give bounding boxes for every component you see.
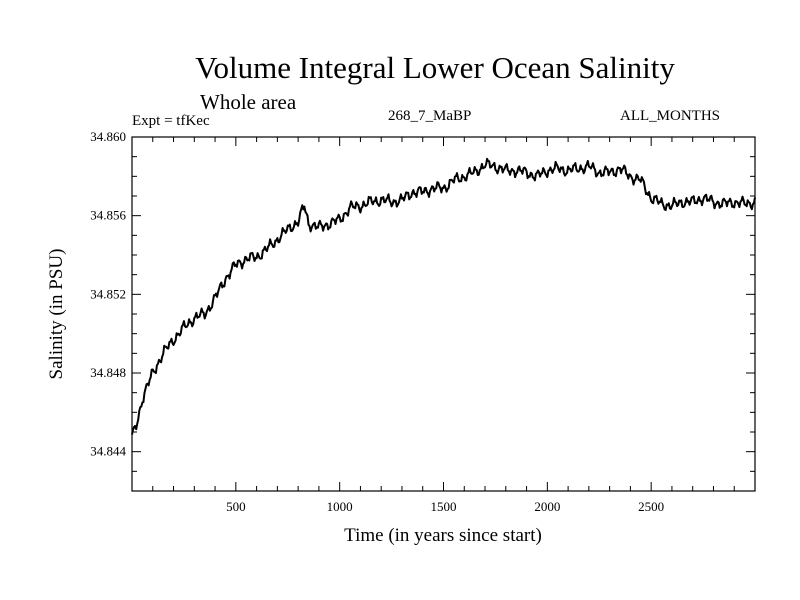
chart-title: Volume Integral Lower Ocean Salinity [195, 50, 675, 85]
x-tick-label: 2500 [638, 499, 664, 514]
period-label: 268_7_MaBP [388, 108, 472, 124]
y-tick-label: 34.852 [90, 286, 126, 301]
series-line [131, 157, 756, 435]
x-axis-ticks: 500 1000 1500 2000 2500 [152, 137, 735, 514]
y-axis-label: Salinity (in PSU) [46, 249, 67, 380]
x-tick-label: 1500 [431, 499, 457, 514]
experiment-label: Expt = tfKec [132, 113, 210, 129]
x-tick-label: 2000 [534, 499, 560, 514]
y-tick-label: 34.860 [90, 129, 126, 144]
months-label: ALL_MONTHS [620, 108, 720, 124]
x-tick-label: 1000 [327, 499, 353, 514]
x-axis-label: Time (in years since start) [344, 525, 542, 546]
y-tick-label: 34.844 [90, 444, 126, 459]
y-tick-label: 34.856 [90, 208, 126, 223]
y-axis-ticks: 34.844 34.848 34.852 34.856 34.860 [90, 129, 755, 472]
chart-subtitle: Whole area [200, 90, 297, 114]
x-tick-label: 500 [226, 499, 246, 514]
y-tick-label: 34.848 [90, 365, 126, 380]
plot-frame [131, 136, 756, 492]
